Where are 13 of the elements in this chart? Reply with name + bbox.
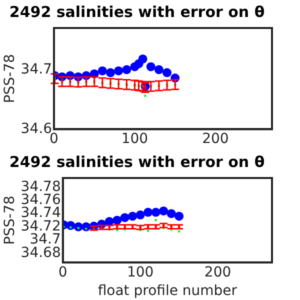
chart-title: 2492 salinities with error on θ — [9, 2, 265, 21]
y-axis-title: PSS-78 — [2, 54, 18, 104]
y-axis-title: PSS-78 — [2, 196, 18, 245]
y-tick-label: 34.7 — [20, 61, 52, 78]
x-tick-label: 0 — [50, 131, 58, 148]
x-tick-label: 0 — [58, 264, 68, 280]
x-tick-label: 100 — [121, 131, 148, 148]
x-tick-label: 200 — [202, 131, 229, 148]
y-tick-label: 34.78 — [20, 178, 61, 195]
x-axis-title: float profile number — [98, 283, 238, 300]
x-tick-label: 200 — [204, 264, 232, 280]
chart-title: 2492 salinities with error on θ — [9, 152, 265, 171]
x-tick-label: 100 — [126, 264, 154, 280]
